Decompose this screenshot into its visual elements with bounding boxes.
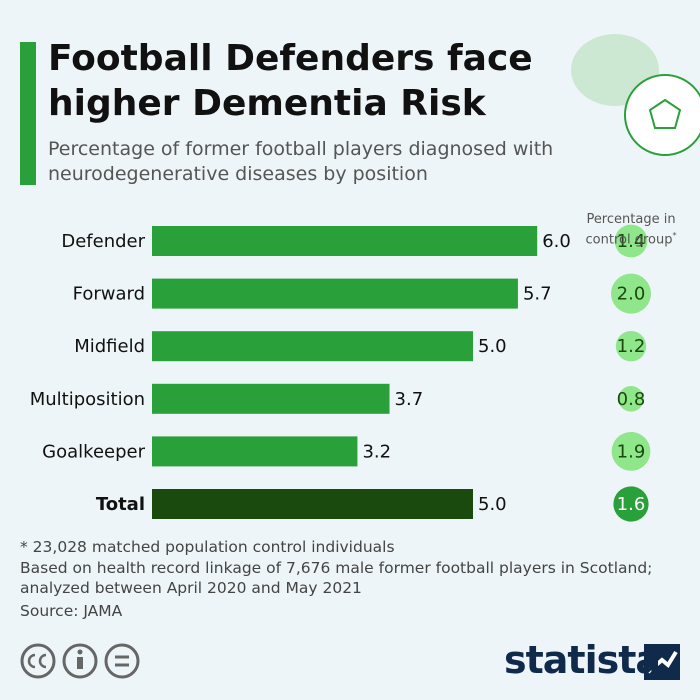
bar xyxy=(152,436,358,467)
control-marker: * xyxy=(672,231,677,240)
control-label: 1.6 xyxy=(617,494,646,515)
note: Based on health record linkage of 7,676 … xyxy=(20,558,653,577)
control-header: Percentage in control group* xyxy=(572,212,690,248)
control-label: 1.4 xyxy=(617,231,646,252)
bar xyxy=(152,278,518,309)
ball-icon xyxy=(624,74,700,156)
control-label: 2.0 xyxy=(617,284,646,305)
value-label: 3.2 xyxy=(362,441,391,462)
value-label: 5.7 xyxy=(523,284,552,305)
control-label: 1.9 xyxy=(617,441,646,462)
brand-icon xyxy=(644,644,680,680)
value-label: 3.7 xyxy=(395,389,424,410)
category-label: Total xyxy=(96,494,145,515)
bar xyxy=(152,383,390,414)
control-circle xyxy=(611,432,651,471)
control-circle xyxy=(615,331,647,362)
category-label: Multiposition xyxy=(30,389,145,410)
bar xyxy=(152,331,473,362)
control-label: 0.8 xyxy=(617,389,646,410)
category-label: Goalkeeper xyxy=(42,441,145,462)
control-title: Percentage in control group xyxy=(585,212,676,248)
value-label: 6.0 xyxy=(542,231,571,252)
accent-bar xyxy=(20,42,36,185)
control-circle xyxy=(613,486,649,522)
notes: * 23,028 matched population control indi… xyxy=(20,537,652,621)
category-label: Defender xyxy=(61,231,145,252)
control-circle xyxy=(618,386,644,412)
chart-title: Football Defenders face higher Dementia … xyxy=(48,38,533,124)
license-icons xyxy=(20,643,140,679)
value-label: 5.0 xyxy=(478,336,507,357)
bar xyxy=(152,489,473,519)
control-circle xyxy=(614,224,648,258)
note: * 23,028 matched population control indi… xyxy=(20,538,395,556)
category-label: Forward xyxy=(73,284,145,305)
value-label: 5.0 xyxy=(478,494,507,515)
category-label: Midfield xyxy=(74,336,145,357)
bar xyxy=(152,226,538,256)
brand-logo: statista xyxy=(504,638,661,682)
chart-subtitle: Percentage of former football players di… xyxy=(48,138,554,185)
control-label: 1.2 xyxy=(617,336,646,357)
note: analyzed between April 2020 and May 2021 xyxy=(20,579,362,597)
control-circle xyxy=(611,273,651,314)
source: Source: JAMA xyxy=(20,601,123,620)
